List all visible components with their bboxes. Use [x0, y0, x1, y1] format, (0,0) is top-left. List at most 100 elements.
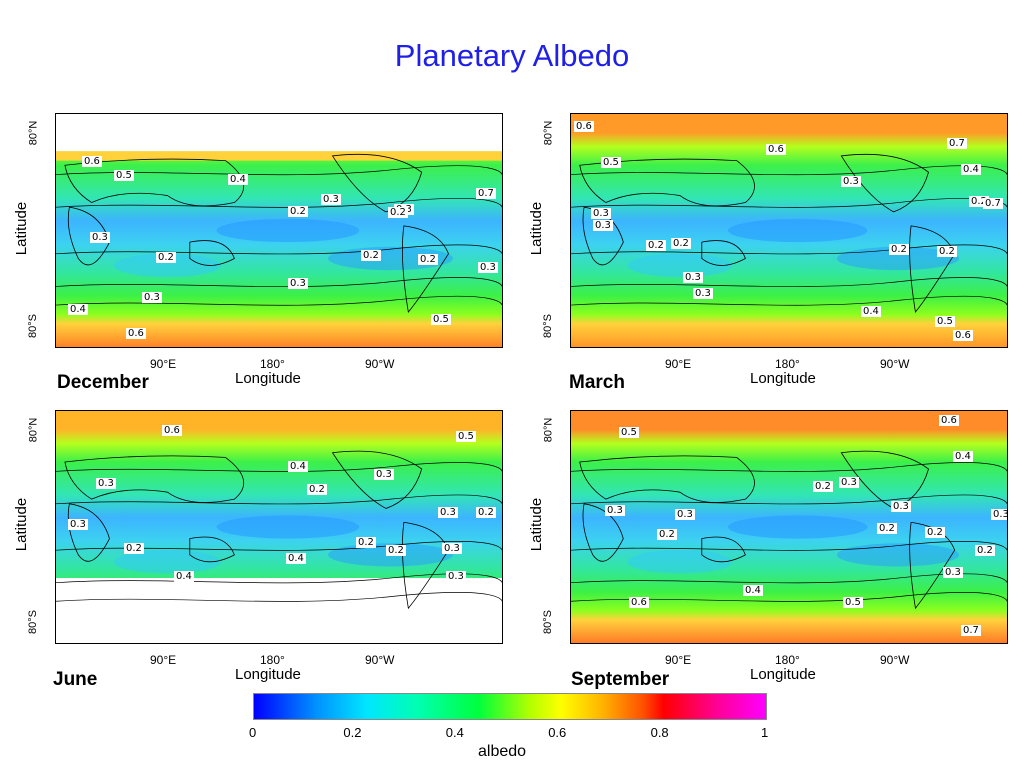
contour-label: 0.3 [446, 571, 466, 582]
longitude-tick-label: 90°W [365, 653, 395, 667]
contour-label: 0.6 [766, 144, 786, 155]
colorbar-tick-label: 1 [761, 725, 769, 740]
albedo-map-march: 0.6 0.5 0.6 0.3 0.7 0.4 0.2 0.3 0.3 0.2 0.2 0.2 0.3 0… [570, 113, 1008, 348]
contour-label: 0.3 [693, 288, 713, 299]
contour-label: 0.4 [174, 571, 194, 582]
contour-label: 0.3 [374, 469, 394, 480]
contour-label: 0.5 [843, 597, 863, 608]
contour-label: 0.4 [861, 306, 881, 317]
contour-label: 0.5 [456, 431, 476, 442]
longitude-tick-label: 90°E [150, 653, 177, 667]
latitude-tick-label: 80°S [541, 314, 554, 338]
contour-label: 0.3 [891, 501, 911, 512]
latitude-axis-label: Latitude [13, 497, 31, 552]
contour-label: 0.2 [388, 207, 408, 218]
contour-label: 0.7 [476, 188, 496, 199]
albedo-map-june: 0.6 0.5 0.4 0.3 0.2 0.3 0.3 0.2 0.2 0.2 0.3 0.3 0.4 0… [55, 410, 503, 644]
contour-label: 0.3 [288, 278, 308, 289]
contour-label: 0.4 [68, 304, 88, 315]
contour-label: 0.2 [476, 507, 496, 518]
season-label: June [53, 669, 98, 690]
contour-label: 0.3 [478, 262, 498, 273]
latitude-axis-label: Latitude [528, 497, 546, 552]
season-label: December [57, 372, 149, 393]
contour-label: 0.7 [961, 625, 981, 636]
contour-label: 0.5 [619, 427, 639, 438]
latitude-axis-label: Latitude [13, 201, 31, 255]
latitude-tick-label: 80°S [541, 610, 554, 634]
colorbar-tick-label: 0.8 [650, 725, 669, 740]
longitude-axis-label: Longitude [235, 370, 301, 387]
contour-label: 0.4 [288, 461, 308, 472]
contour-label: 0.7 [947, 138, 967, 149]
season-label: September [571, 669, 670, 690]
contour-label: 0.6 [629, 597, 649, 608]
longitude-tick-label: 90°W [365, 357, 395, 371]
contour-label: 0.2 [889, 244, 909, 255]
latitude-tick-label: 80°S [26, 314, 39, 338]
contour-label: 0.6 [162, 425, 182, 436]
albedo-colorbar [253, 693, 767, 720]
latitude-tick-label: 80°S [26, 610, 39, 634]
contour-label: 0.4 [228, 174, 248, 185]
colorbar-tick-label: 0.4 [445, 725, 464, 740]
longitude-tick-label: 180° [775, 357, 800, 371]
latitude-tick-label: 80°N [542, 417, 555, 443]
contour-label: 0.3 [96, 478, 116, 489]
longitude-tick-label: 90°E [150, 357, 177, 371]
contour-label: 0.2 [156, 252, 176, 263]
contour-label: 0.7 [983, 198, 1003, 209]
contour-label: 0.3 [593, 220, 613, 231]
contour-label: 0.2 [361, 250, 381, 261]
contour-label: 0.2 [975, 545, 995, 556]
season-label: March [569, 372, 625, 393]
contour-label: 0.6 [953, 330, 973, 341]
contour-label: 0.3 [605, 505, 625, 516]
contour-label: 0.2 [124, 543, 144, 554]
contour-label: 0.6 [939, 415, 959, 426]
latitude-tick-label: 80°N [27, 120, 40, 146]
contour-label: 0.3 [841, 176, 861, 187]
latitude-axis-label: Latitude [528, 201, 546, 255]
page-title: Planetary Albedo [394, 38, 630, 73]
contour-label: 0.3 [675, 509, 695, 520]
contour-label: 0.2 [288, 206, 308, 217]
contour-label: 0.3 [839, 477, 859, 488]
contour-label: 0.4 [953, 451, 973, 462]
contour-label: 0.3 [68, 519, 88, 530]
colorbar-tick-label: 0.2 [343, 725, 362, 740]
contour-label: 0.2 [969, 196, 989, 207]
contour-label: 0.2 [386, 545, 406, 556]
longitude-tick-label: 180° [775, 653, 800, 667]
contour-label: 0.6 [82, 156, 102, 167]
contour-label: 0.3 [442, 543, 462, 554]
contour-label: 0.5 [935, 316, 955, 327]
contour-label: 0.3 [438, 507, 458, 518]
contour-label: 0.3 [683, 272, 703, 283]
contour-label: 0.4 [286, 553, 306, 564]
longitude-tick-label: 90°E [665, 357, 692, 371]
longitude-tick-label: 90°E [665, 653, 692, 667]
contour-label: 0.4 [961, 164, 981, 175]
contour-label: 0.2 [418, 254, 438, 265]
colorbar-tick-label: 0.6 [548, 725, 567, 740]
contour-label: 0.2 [356, 537, 376, 548]
longitude-axis-label: Longitude [235, 666, 301, 683]
longitude-tick-label: 90°W [880, 357, 910, 371]
contour-label: 0.2 [646, 240, 666, 251]
contour-label: 0.2 [657, 529, 677, 540]
latitude-tick-label: 80°N [542, 120, 555, 146]
contour-label: 0.3 [991, 509, 1007, 520]
longitude-axis-label: Longitude [750, 370, 816, 387]
contour-label: 0.6 [574, 121, 594, 132]
contour-label: 0.2 [877, 523, 897, 534]
contour-label: 0.5 [114, 170, 134, 181]
contour-label: 0.3 [591, 208, 611, 219]
albedo-map-september: 0.5 0.6 0.4 0.3 0.2 0.3 0.2 0.3 0.3 0.2 0.2 0.2 0.3 0… [570, 410, 1008, 644]
contour-label: 0.2 [925, 527, 945, 538]
contour-label: 0.6 [126, 328, 146, 339]
longitude-tick-label: 90°W [880, 653, 910, 667]
latitude-tick-label: 80°N [27, 417, 40, 443]
contour-label: 0.2 [307, 484, 327, 495]
contour-label: 0.3 [90, 232, 110, 243]
